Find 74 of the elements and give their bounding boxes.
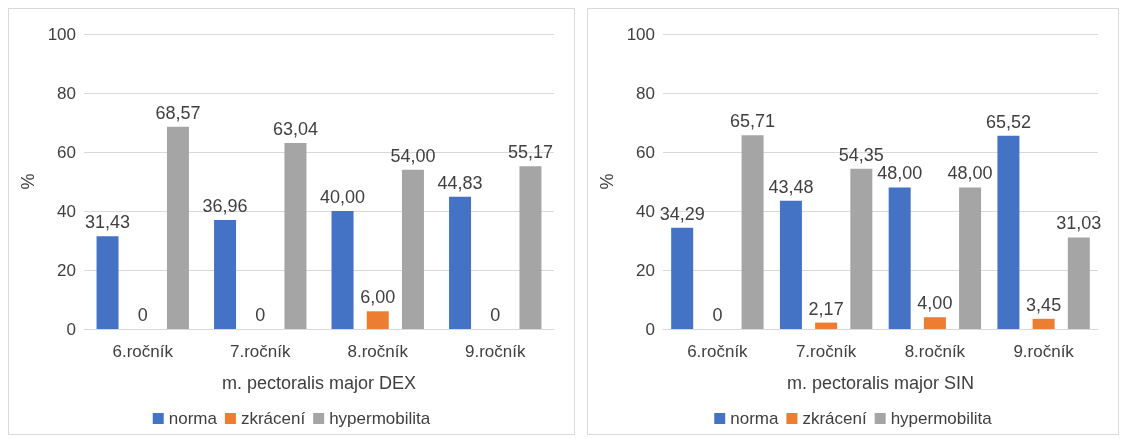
data-label: 48,00 bbox=[877, 163, 923, 184]
bar bbox=[284, 143, 307, 329]
y-tick-label: 40 bbox=[636, 201, 655, 221]
bar bbox=[449, 196, 472, 329]
legend-label: hypermobilita bbox=[329, 409, 431, 428]
data-label: 43,48 bbox=[768, 176, 814, 197]
bar bbox=[850, 168, 873, 329]
data-label: 65,52 bbox=[985, 111, 1031, 132]
bar bbox=[214, 219, 237, 329]
y-tick-label: 100 bbox=[47, 24, 76, 44]
data-label: 0 bbox=[712, 305, 723, 325]
x-tick-label: 6.ročník bbox=[687, 342, 749, 361]
x-tick-label: 9.ročník bbox=[1013, 342, 1075, 361]
bar bbox=[166, 126, 189, 329]
data-label: 48,00 bbox=[947, 163, 993, 184]
data-label: 2,17 bbox=[808, 298, 844, 319]
data-label: 44,83 bbox=[437, 172, 483, 193]
data-label: 63,04 bbox=[272, 119, 318, 140]
y-axis-title: % bbox=[17, 173, 38, 190]
data-label: 68,57 bbox=[155, 102, 201, 123]
data-label: 65,71 bbox=[730, 111, 776, 132]
data-label: 0 bbox=[137, 305, 148, 325]
bar bbox=[401, 169, 424, 329]
data-label: 40,00 bbox=[320, 187, 366, 207]
data-label: 4,00 bbox=[917, 293, 953, 314]
y-tick-label: 80 bbox=[57, 83, 76, 103]
x-tick-label: 6.ročník bbox=[112, 342, 174, 361]
data-label: 31,43 bbox=[85, 212, 131, 233]
bar bbox=[997, 135, 1020, 329]
data-label: 3,45 bbox=[1026, 294, 1062, 315]
y-tick-label: 60 bbox=[636, 142, 655, 162]
x-axis-title: m. pectoralis major DEX bbox=[221, 373, 417, 393]
legend-label: norma bbox=[730, 409, 779, 428]
bar bbox=[815, 322, 838, 329]
data-label: 55,17 bbox=[507, 142, 553, 163]
x-tick-label: 7.ročník bbox=[795, 342, 857, 361]
x-axis-title: m. pectoralis major SIN bbox=[786, 373, 975, 393]
y-tick-label: 0 bbox=[645, 319, 655, 339]
y-tick-label: 20 bbox=[57, 260, 76, 280]
bar bbox=[671, 227, 694, 329]
x-tick-label: 8.ročník bbox=[904, 342, 966, 361]
bar bbox=[959, 187, 982, 329]
y-tick-label: 0 bbox=[66, 319, 76, 339]
bar bbox=[519, 166, 542, 329]
bar bbox=[366, 311, 389, 329]
y-tick-label: 60 bbox=[57, 142, 76, 162]
bar bbox=[779, 200, 802, 329]
data-label: 34,29 bbox=[659, 203, 705, 224]
data-label: 54,35 bbox=[838, 144, 884, 165]
bar bbox=[331, 211, 354, 329]
y-tick-label: 20 bbox=[636, 260, 655, 280]
data-label: 31,03 bbox=[1056, 213, 1102, 234]
data-label: 6,00 bbox=[360, 287, 396, 308]
bar bbox=[888, 187, 911, 329]
data-label: 54,00 bbox=[390, 145, 436, 166]
data-label: 36,96 bbox=[202, 195, 248, 216]
bar bbox=[741, 135, 764, 329]
bar bbox=[923, 317, 946, 329]
legend-label: zkrácení bbox=[802, 409, 867, 428]
legend-label: zkrácení bbox=[240, 409, 306, 428]
x-tick-label: 9.ročník bbox=[465, 342, 526, 361]
data-label: 0 bbox=[490, 305, 501, 325]
bar bbox=[96, 236, 119, 329]
x-tick-label: 8.ročník bbox=[347, 342, 409, 361]
bar bbox=[1067, 237, 1090, 329]
y-tick-label: 100 bbox=[626, 24, 655, 44]
legend-label: norma bbox=[168, 409, 218, 428]
legend-label: hypermobilita bbox=[890, 409, 993, 428]
data-label: 0 bbox=[255, 305, 266, 325]
x-tick-label: 7.ročník bbox=[230, 342, 291, 361]
y-axis-title: % bbox=[596, 173, 617, 190]
bar bbox=[1032, 318, 1055, 329]
y-tick-label: 80 bbox=[636, 83, 655, 103]
y-tick-label: 40 bbox=[57, 201, 76, 221]
